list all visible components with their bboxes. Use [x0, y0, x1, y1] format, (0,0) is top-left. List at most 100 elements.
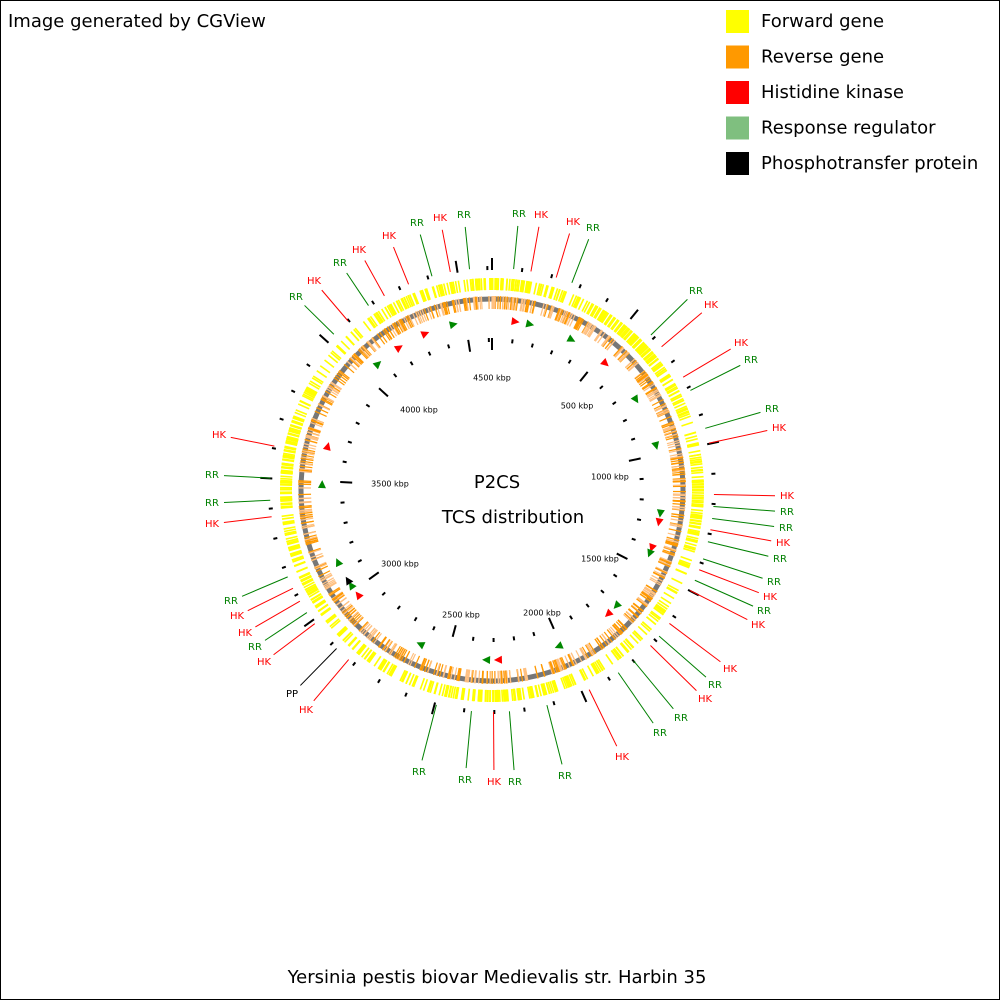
- forward-gene: [574, 297, 582, 309]
- reverse-gene: [399, 319, 407, 332]
- forward-gene: [399, 669, 406, 682]
- forward-gene: [618, 325, 628, 337]
- outer-tick: [552, 700, 556, 706]
- tcs-marker: [554, 641, 564, 649]
- reverse-gene: [665, 541, 679, 546]
- forward-gene: [452, 686, 457, 699]
- forward-gene: [462, 688, 466, 701]
- forward-gene: [300, 575, 313, 583]
- reverse-gene: [341, 604, 353, 614]
- reverse-gene: [662, 549, 676, 555]
- forward-gene: [308, 590, 320, 598]
- scale-label: 1500 kbp: [581, 555, 619, 564]
- forward-gene: [299, 574, 312, 582]
- reverse-gene: [336, 372, 348, 382]
- reverse-gene: [554, 659, 561, 672]
- reverse-gene: [408, 314, 415, 327]
- reverse-gene: [672, 473, 686, 476]
- reverse-gene: [393, 645, 401, 658]
- feature-label: RR: [757, 606, 771, 617]
- forward-gene: [688, 524, 701, 528]
- forward-gene: [519, 280, 523, 293]
- forward-gene: [408, 673, 415, 686]
- forward-gene: [648, 613, 659, 623]
- feature-label: RR: [205, 498, 219, 509]
- forward-gene: [612, 648, 621, 660]
- feature-label: HK: [212, 430, 227, 441]
- reverse-gene: [305, 434, 319, 440]
- reverse-gene: [350, 356, 361, 367]
- outer-tick: [607, 676, 611, 681]
- reverse-gene: [667, 532, 681, 537]
- reverse-gene: [640, 378, 652, 387]
- reverse-gene: [557, 309, 564, 322]
- feature-label: HK: [751, 620, 766, 631]
- reverse-gene: [641, 590, 654, 599]
- reverse-gene: [414, 311, 422, 324]
- reverse-gene: [458, 668, 462, 682]
- reverse-gene: [499, 670, 502, 684]
- reverse-gene: [432, 662, 438, 676]
- reverse-gene: [587, 325, 596, 337]
- forward-gene: [622, 329, 633, 340]
- forward-gene: [510, 278, 514, 291]
- forward-gene: [586, 665, 595, 677]
- forward-gene: [289, 549, 302, 555]
- forward-gene: [412, 293, 419, 305]
- reverse-gene: [665, 433, 679, 439]
- forward-gene: [566, 674, 573, 687]
- forward-gene: [386, 305, 394, 317]
- forward-gene: [517, 279, 521, 292]
- reverse-gene: [416, 310, 424, 324]
- forward-gene: [401, 297, 408, 310]
- forward-gene: [666, 385, 678, 394]
- forward-gene: [678, 561, 690, 568]
- forward-gene: [463, 279, 467, 292]
- forward-gene: [656, 369, 668, 378]
- forward-gene: [654, 605, 666, 614]
- reverse-gene: [299, 508, 313, 512]
- reverse-gene: [344, 607, 355, 617]
- forward-gene: [685, 437, 698, 443]
- reverse-gene: [594, 638, 603, 650]
- forward-gene: [691, 497, 704, 500]
- forward-gene: [326, 615, 337, 624]
- reverse-gene: [669, 453, 683, 457]
- feature-connector: [530, 226, 540, 272]
- forward-gene: [583, 301, 591, 313]
- forward-gene: [319, 365, 331, 374]
- forward-gene: [342, 631, 352, 642]
- forward-gene: [650, 610, 662, 620]
- reverse-gene: [653, 402, 666, 410]
- reverse-gene: [555, 659, 562, 672]
- reverse-gene: [377, 636, 387, 648]
- outer-tick: [290, 389, 296, 394]
- forward-gene: [354, 327, 364, 338]
- reverse-gene: [585, 644, 594, 657]
- reverse-gene: [481, 670, 484, 684]
- forward-gene: [606, 316, 616, 328]
- legend-swatch: [726, 81, 749, 104]
- forward-gene: [643, 351, 654, 361]
- outer-tick: [462, 708, 466, 713]
- reverse-gene: [672, 480, 686, 482]
- forward-gene: [390, 665, 398, 677]
- feature-label: RR: [248, 642, 262, 653]
- outer-tick: [698, 413, 704, 417]
- scale-tick: [600, 589, 605, 594]
- forward-gene: [282, 455, 295, 460]
- forward-gene: [621, 328, 631, 339]
- reverse-gene: [328, 383, 341, 393]
- forward-gene: [658, 599, 670, 608]
- feature-label: RR: [457, 210, 471, 221]
- forward-gene: [632, 339, 643, 350]
- forward-gene: [610, 318, 619, 330]
- forward-gene: [309, 380, 321, 388]
- reverse-gene: [348, 611, 359, 622]
- forward-gene: [500, 278, 503, 291]
- forward-gene: [670, 395, 683, 402]
- reverse-gene: [558, 657, 565, 671]
- reverse-gene: [627, 361, 639, 372]
- forward-gene: [512, 688, 516, 701]
- forward-gene: [654, 366, 666, 375]
